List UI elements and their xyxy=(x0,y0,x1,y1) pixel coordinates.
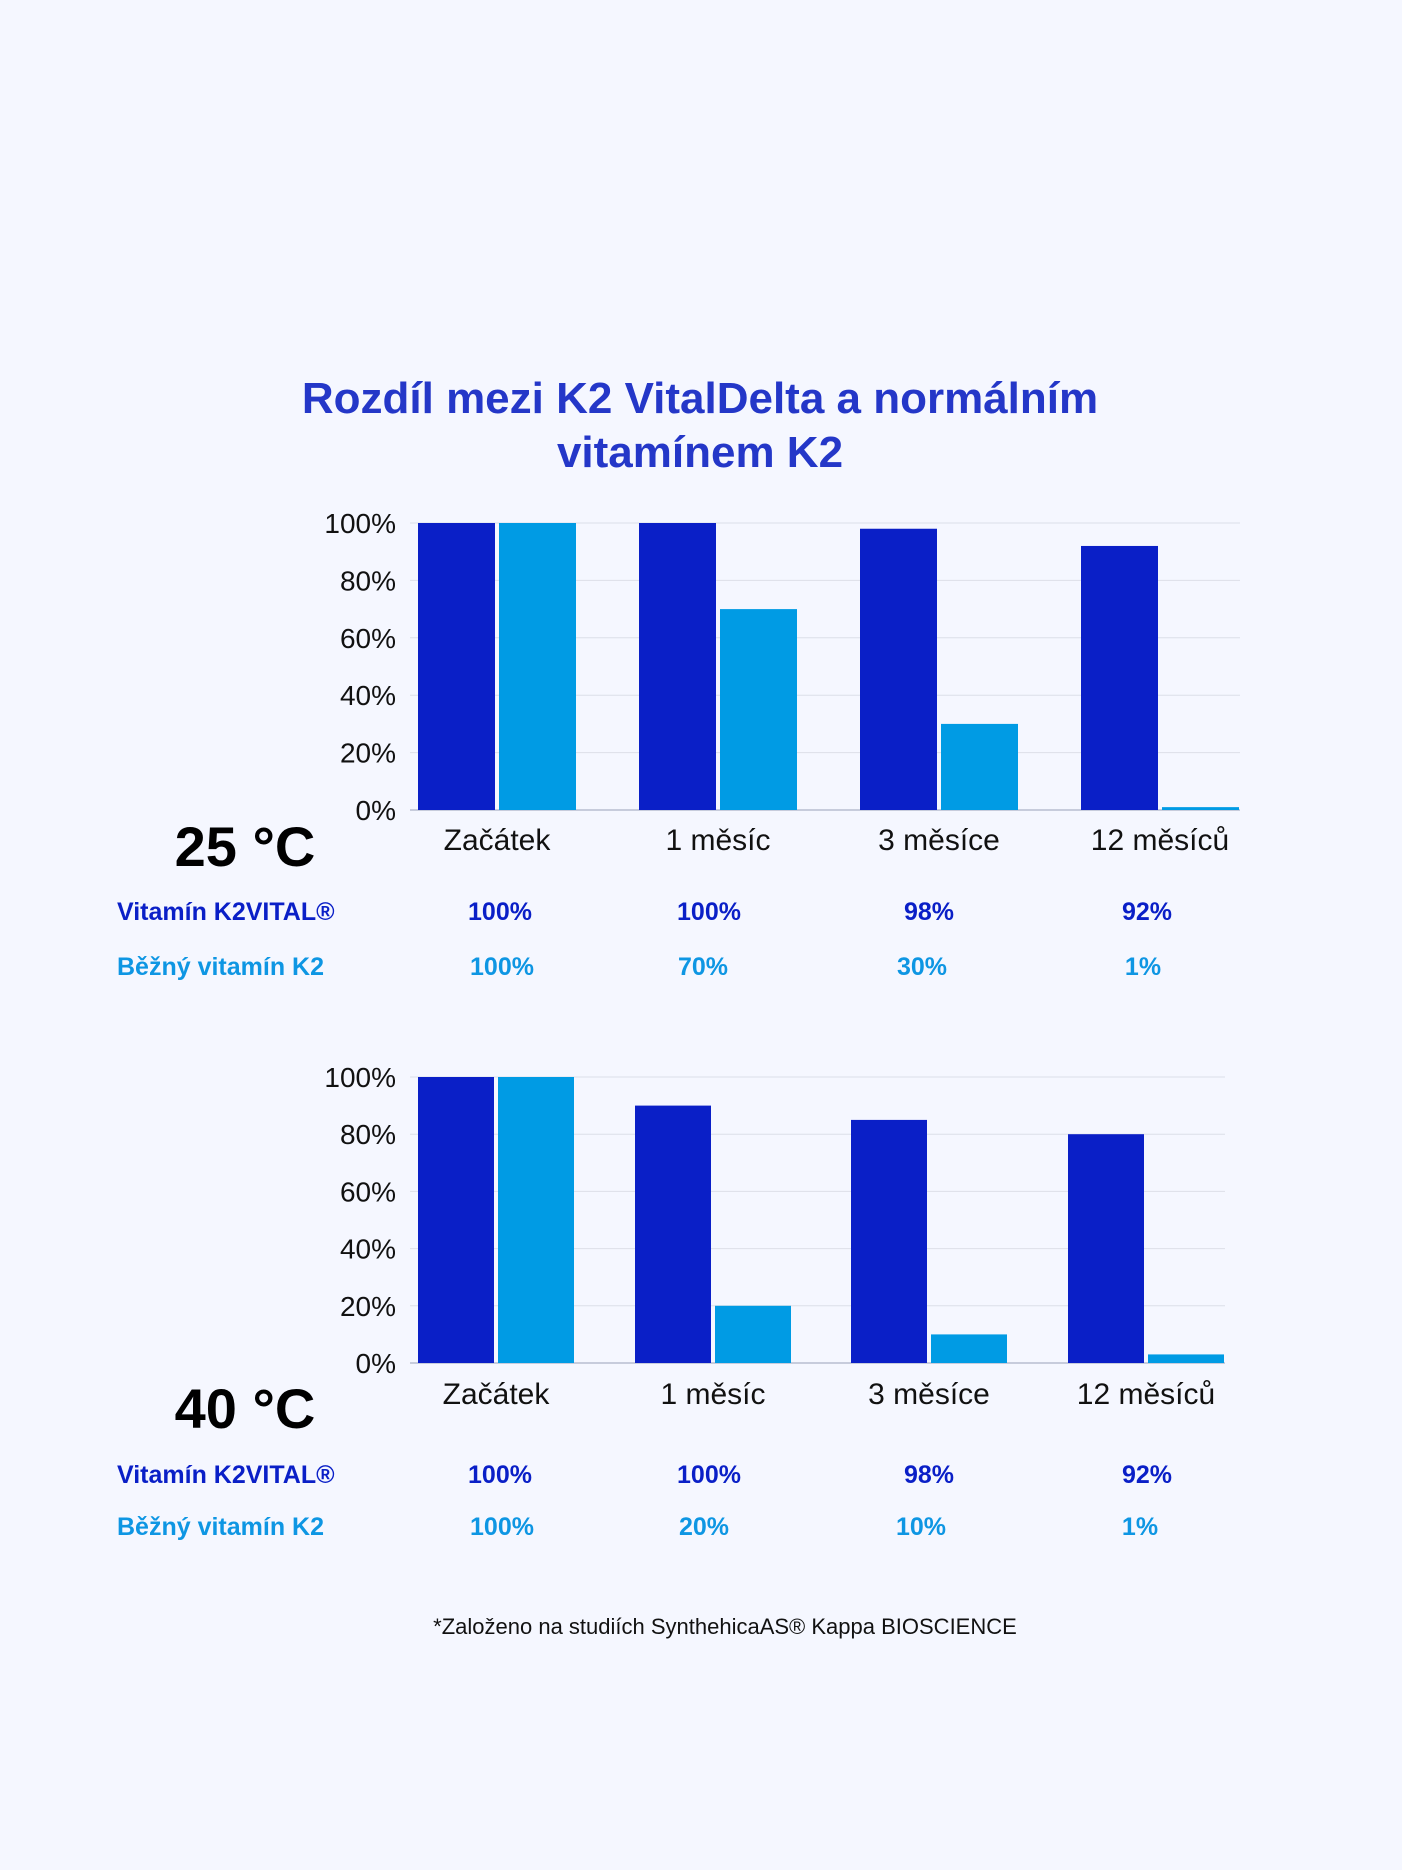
category-label: 1 měsíc xyxy=(660,1378,765,1410)
bar-common-0 xyxy=(498,1077,574,1363)
title-line-1: Rozdíl mezi K2 VitalDelta a normálním xyxy=(301,374,1099,423)
value-vital-2: 98% xyxy=(903,1461,955,1489)
category-label: 3 měsíce xyxy=(868,1378,990,1410)
legend-vital-label: Vitamín K2VITAL® xyxy=(117,898,335,926)
bar-common-3 xyxy=(1148,1354,1224,1363)
value-common-2: 10% xyxy=(895,1513,947,1541)
y-tick-label: 80% xyxy=(340,565,396,596)
y-tick-label: 100% xyxy=(324,508,396,539)
bar-vital-3 xyxy=(1081,545,1158,810)
category-label: 1 měsíc xyxy=(665,824,770,857)
y-tick-label: 100% xyxy=(324,1062,396,1093)
category-label: Začátek xyxy=(444,824,552,857)
legend-common-label: Běžný vitamín K2 xyxy=(117,953,325,981)
bar-common-2 xyxy=(931,1334,1007,1363)
y-tick-label: 0% xyxy=(356,795,396,826)
bar-vital-2 xyxy=(860,528,937,810)
bar-common-0 xyxy=(499,523,576,810)
bar-vital-2 xyxy=(851,1119,927,1363)
y-tick-label: 20% xyxy=(340,738,396,769)
chart-40c: 0% 20% 40% 60% 80% 100% Začátek 1 měsíc 3 měsíce… xyxy=(324,1062,1225,1410)
y-tick-label: 60% xyxy=(340,623,396,654)
y-tick-label: 80% xyxy=(340,1119,396,1150)
value-common-3: 1% xyxy=(1121,1513,1159,1541)
category-label: 12 měsíců xyxy=(1077,1378,1215,1410)
value-common-0: 100% xyxy=(470,953,534,981)
value-common-1: 70% xyxy=(677,953,729,981)
bar-common-1 xyxy=(720,609,797,810)
y-tick-label: 40% xyxy=(340,680,396,711)
chart-title: Rozdíl mezi K2 VitalDelta a normálním vi… xyxy=(200,372,1200,480)
bar-vital-1 xyxy=(635,1105,711,1363)
legend-common-label-2: Běžný vitamín K2 xyxy=(117,1513,325,1541)
value-common-0: 100% xyxy=(470,1513,534,1541)
temperature-label-25: 25 °C xyxy=(174,815,316,878)
category-label: 12 měsíců xyxy=(1091,824,1229,857)
bar-common-1 xyxy=(715,1305,791,1363)
value-vital-2: 98% xyxy=(903,898,955,926)
bar-vital-3 xyxy=(1068,1134,1144,1363)
category-label: Začátek xyxy=(443,1378,551,1410)
value-vital-0: 100% xyxy=(468,898,532,926)
chart-25c: 0% 20% 40% 60% 80% 100% Začátek 1 měsíc 3 měsíce… xyxy=(324,508,1240,857)
bar-vital-1 xyxy=(639,523,716,810)
value-common-2: 30% xyxy=(896,953,948,981)
bar-common-2 xyxy=(941,723,1018,810)
value-common-1: 20% xyxy=(678,1513,730,1541)
value-vital-1: 100% xyxy=(677,898,741,926)
y-tick-label: 60% xyxy=(340,1176,396,1207)
value-vital-3: 92% xyxy=(1121,1461,1173,1489)
y-tick-label: 40% xyxy=(340,1234,396,1265)
footnote: *Založeno na studiích SynthehicaAS® Kapp… xyxy=(433,1614,1017,1639)
value-vital-3: 92% xyxy=(1121,898,1173,926)
value-vital-0: 100% xyxy=(468,1461,532,1489)
category-label: 3 měsíce xyxy=(878,824,1000,857)
title-line-2: vitamínem K2 xyxy=(556,428,844,477)
y-tick-label: 20% xyxy=(340,1291,396,1322)
bar-common-3 xyxy=(1162,807,1239,810)
y-tick-label: 0% xyxy=(356,1348,396,1379)
value-vital-1: 100% xyxy=(677,1461,741,1489)
value-common-3: 1% xyxy=(1124,953,1162,981)
legend-vital-label-2: Vitamín K2VITAL® xyxy=(117,1461,335,1489)
bar-vital-0 xyxy=(418,523,495,810)
temperature-label-40: 40 °C xyxy=(174,1377,316,1440)
bar-vital-0 xyxy=(418,1077,494,1363)
